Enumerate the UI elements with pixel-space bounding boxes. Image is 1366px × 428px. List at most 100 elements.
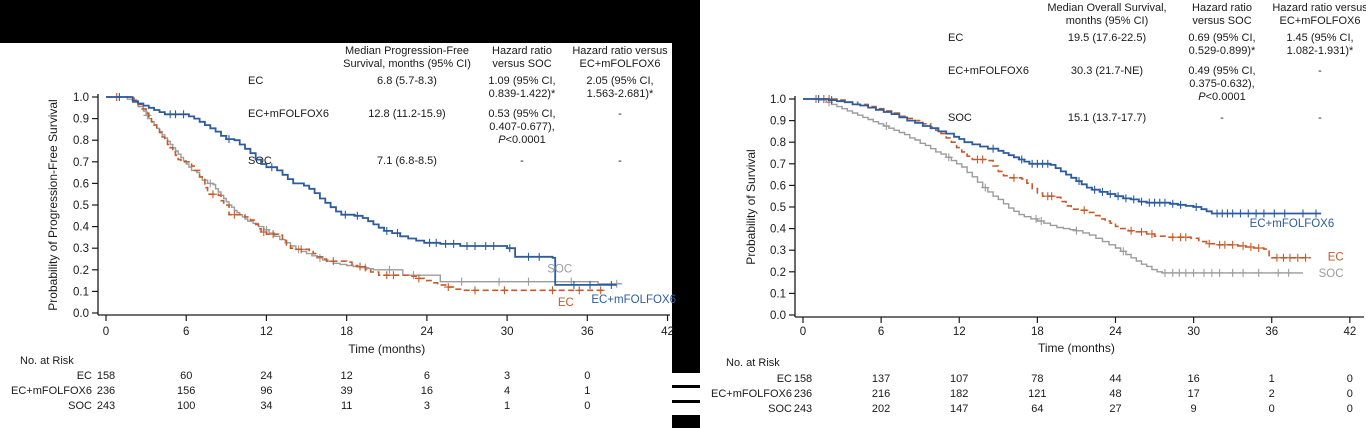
censor-mark <box>457 277 466 286</box>
risk-value: 0 <box>584 370 591 382</box>
censor-mark <box>329 257 338 266</box>
censor-mark <box>432 238 441 247</box>
censor-mark <box>1137 197 1146 206</box>
stats-median-value: 7.1 (6.8-8.5) <box>377 155 437 167</box>
risk-value: 243 <box>793 403 813 415</box>
censor-mark <box>981 183 990 192</box>
x-tick-label: 42 <box>1343 326 1356 338</box>
censor-mark <box>382 271 391 280</box>
y-axis-title: Probability of Progression-Free Survival <box>46 99 60 310</box>
risk-value: 202 <box>871 403 891 415</box>
censor-mark <box>1270 209 1279 218</box>
censor-mark <box>353 211 362 220</box>
censor-mark <box>1205 239 1214 248</box>
risk-value: 1 <box>584 385 591 397</box>
censor-mark <box>882 122 891 130</box>
censor-mark <box>1168 233 1177 242</box>
censor-mark <box>230 210 239 219</box>
stats-median-value: 19.5 (17.6-22.5) <box>1067 32 1147 44</box>
risk-value: 236 <box>96 385 116 397</box>
censor-mark <box>444 283 453 292</box>
censor-mark <box>1246 242 1255 251</box>
censor-mark <box>1160 198 1169 207</box>
stats-row-label: EC+mFOLFOX6 <box>948 65 1029 77</box>
censor-mark <box>425 238 434 247</box>
censor-mark <box>414 274 423 283</box>
risk-value: 9 <box>1190 403 1197 415</box>
risk-value: 96 <box>260 385 273 397</box>
stats-hr-soc-value: 0.49 (95% CI, 0.375-0.632), P<0.0001 <box>1188 65 1256 104</box>
censor-mark <box>500 286 509 295</box>
os-panel: Median Overall Survival, months (95% CI)… <box>642 0 1366 428</box>
y-tick-label: 1.0 <box>770 94 786 106</box>
km-curve-ec-mfolfox6 <box>803 98 1322 215</box>
censor-mark <box>1127 226 1136 235</box>
y-tick-label: 0.0 <box>73 308 89 320</box>
censor-mark <box>208 190 217 199</box>
censor-mark <box>569 280 578 289</box>
censor-mark <box>259 228 268 236</box>
stats-row-soc: SOC 15.1 (13.7-17.7) - - <box>948 112 1366 125</box>
series-label-ec: EC <box>558 297 574 309</box>
y-tick-label: 1.0 <box>73 92 89 104</box>
km-curve-soc <box>803 98 1303 274</box>
risk-value: 78 <box>1031 373 1044 385</box>
risk-row-label: SOC <box>642 403 792 415</box>
censor-mark <box>596 286 605 295</box>
risk-value: 12 <box>340 370 353 382</box>
censor-mark <box>1072 226 1081 235</box>
stats-hr-soc-value: - <box>520 155 524 167</box>
censor-mark <box>1280 209 1289 218</box>
x-axis-title: Time (months) <box>348 342 425 356</box>
stats-header-hr-soc: Hazard ratio versus SOC <box>492 45 552 71</box>
censor-mark <box>944 153 953 162</box>
censor-mark <box>356 262 365 271</box>
x-tick-label: 0 <box>103 326 109 338</box>
x-tick-label: 0 <box>800 326 806 338</box>
censor-mark <box>495 277 504 286</box>
y-tick-label: 0.1 <box>770 288 786 300</box>
risk-value: 3 <box>423 400 430 412</box>
censor-mark <box>1284 268 1293 277</box>
stats-median-value: 15.1 (13.7-17.7) <box>1067 112 1147 124</box>
risk-value: 39 <box>340 385 353 397</box>
censor-mark <box>1017 155 1026 164</box>
censor-mark <box>1043 159 1052 168</box>
risk-value: 17 <box>1187 388 1200 400</box>
risk-table-title: No. at Risk <box>726 357 780 369</box>
x-tick-label: 6 <box>183 326 189 338</box>
censor-mark <box>1228 209 1237 218</box>
censor-mark <box>1119 247 1128 256</box>
censor-mark <box>989 144 998 153</box>
censor-mark <box>471 286 480 295</box>
censor-mark <box>179 110 188 119</box>
risk-value: 158 <box>96 370 116 382</box>
censor-mark <box>389 271 398 280</box>
x-tick-label: 30 <box>1187 326 1200 338</box>
censor-mark <box>1181 268 1190 277</box>
risk-value: 6 <box>423 370 430 382</box>
censor-mark <box>1114 192 1123 201</box>
censor-mark <box>462 242 471 251</box>
y-tick-label: 0.3 <box>73 243 89 255</box>
risk-value: 0 <box>1346 388 1353 400</box>
censor-mark <box>535 252 544 261</box>
censor-mark <box>1311 209 1320 218</box>
stats-row-label: SOC <box>948 112 972 124</box>
censor-mark <box>1228 268 1237 277</box>
stats-hr-ecm-value: 2.05 (95% CI, 1.563-2.681)* <box>586 75 654 101</box>
y-tick-label: 0.4 <box>770 224 787 236</box>
censor-mark <box>1298 209 1307 218</box>
km-curve-soc <box>106 96 623 285</box>
stats-header-median: Median Overall Survival, months (95% CI) <box>1047 2 1167 28</box>
stats-header-hr-soc: Hazard ratio versus SOC <box>1192 2 1252 28</box>
stats-header-median: Median Progression-Free Survival, months… <box>343 45 471 71</box>
censor-mark <box>1147 230 1156 238</box>
censor-mark <box>1239 241 1248 250</box>
censor-mark <box>1301 253 1310 262</box>
x-tick-label: 36 <box>1265 326 1278 338</box>
risk-value: 156 <box>177 385 196 397</box>
censor-mark <box>1228 240 1237 249</box>
risk-value: 0 <box>1346 403 1353 415</box>
